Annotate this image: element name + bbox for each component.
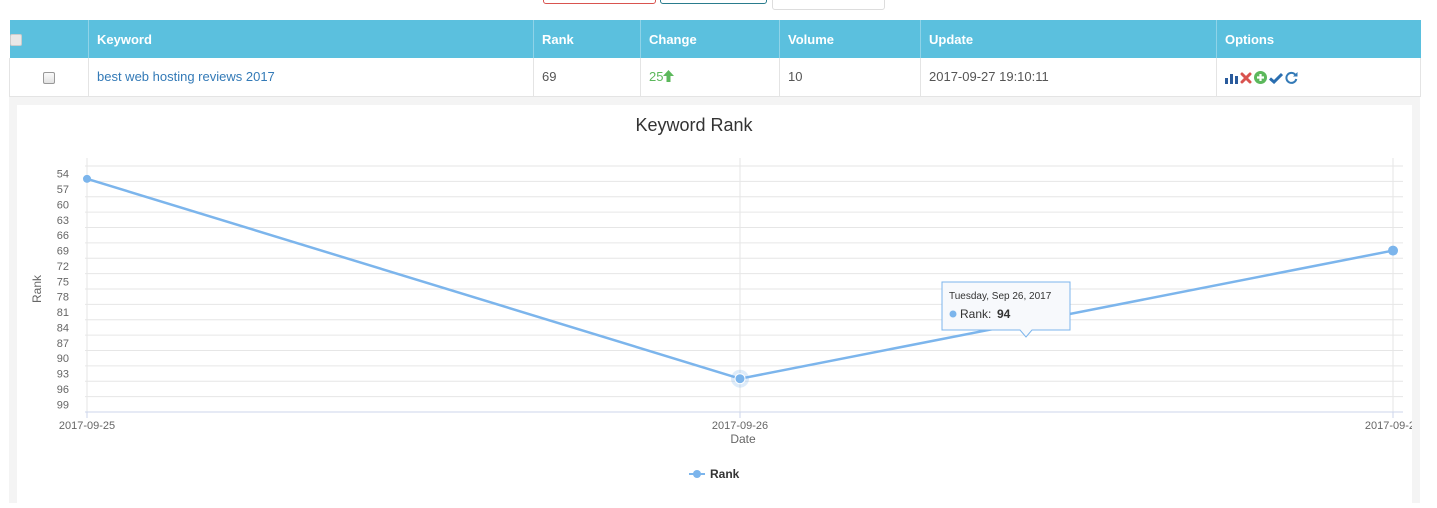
y-tick-label: 72	[57, 261, 69, 273]
chart-axes: 54 57 60 63 66 69 72 75 78 81 84 87 90 93 96 99 2017-09-…	[57, 169, 1421, 432]
change-value: 25	[649, 69, 664, 85]
chart-panel: Keyword Rank 54 57 60 63 66 69 72 75 78 81 84 87 90 9…	[9, 97, 1421, 503]
y-tick-label: 81	[57, 307, 69, 319]
legend-item-rank[interactable]: Rank	[710, 467, 740, 481]
chart-tooltip: Tuesday, Sep 26, 2017 Rank: 94	[941, 281, 1071, 338]
x-tick-label: 2017-09-25	[59, 420, 115, 432]
tooltip-series-marker	[949, 310, 957, 318]
header-update[interactable]: Update	[920, 20, 1217, 58]
y-tick-label: 96	[57, 384, 69, 396]
y-tick-label: 69	[57, 246, 69, 258]
top-action-button-3[interactable]	[772, 0, 885, 10]
y-tick-label: 87	[57, 338, 69, 350]
x-tick-label: 2017-09-27	[1365, 420, 1412, 432]
arrow-up-icon	[663, 70, 675, 83]
table-header-row: Keyword Rank Change Volume Update Option…	[9, 20, 1421, 58]
top-action-button-1[interactable]	[543, 0, 656, 4]
top-action-button-2[interactable]	[660, 0, 767, 4]
data-point	[1388, 245, 1398, 256]
chart-container: Keyword Rank 54 57 60 63 66 69 72 75 78 81 84 87 90 9…	[17, 105, 1421, 503]
rank-chart: Keyword Rank 54 57 60 63 66 69 72 75 78 81 84 87 90 9…	[30, 115, 1421, 481]
bar-chart-icon[interactable]	[1225, 72, 1238, 84]
y-axis-label: Rank	[30, 274, 44, 303]
x-axis-label: Date	[730, 432, 756, 446]
rank-cell: 69	[533, 58, 641, 97]
tooltip-value: 94	[997, 307, 1011, 321]
data-point	[83, 174, 91, 183]
y-tick-label: 57	[57, 184, 69, 196]
header-volume[interactable]: Volume	[779, 20, 921, 58]
select-all-checkbox[interactable]	[9, 34, 22, 47]
y-tick-label: 93	[57, 369, 69, 381]
keyword-cell: best web hosting reviews 2017	[88, 58, 534, 97]
header-options: Options	[1216, 20, 1421, 58]
header-change[interactable]: Change	[640, 20, 780, 58]
y-tick-label: 66	[57, 230, 69, 242]
y-tick-label: 99	[57, 399, 69, 411]
x-tick-label: 2017-09-26	[712, 420, 768, 432]
chart-title: Keyword Rank	[635, 115, 753, 135]
y-tick-label: 75	[57, 276, 69, 288]
keyword-table: Keyword Rank Change Volume Update Option…	[9, 20, 1421, 97]
change-cell: 25	[640, 58, 780, 97]
row-select-cell	[9, 58, 89, 97]
chart-legend[interactable]: Rank	[689, 467, 740, 481]
y-tick-label: 84	[57, 322, 69, 334]
tooltip-label: Rank:	[960, 307, 991, 321]
add-icon[interactable]	[1254, 71, 1267, 85]
options-cell	[1216, 58, 1421, 97]
y-tick-label: 78	[57, 292, 69, 304]
y-tick-label: 54	[57, 169, 69, 181]
y-tick-label: 63	[57, 215, 69, 227]
y-tick-label: 60	[57, 199, 69, 211]
tooltip-date: Tuesday, Sep 26, 2017	[949, 291, 1052, 302]
delete-icon[interactable]	[1240, 72, 1252, 84]
header-rank[interactable]: Rank	[533, 20, 641, 58]
table-row: best web hosting reviews 2017 69 25 10 2…	[9, 58, 1421, 97]
row-checkbox[interactable]	[43, 71, 55, 84]
series-rank	[83, 174, 1398, 388]
data-point	[734, 373, 746, 385]
select-all-cell	[9, 20, 89, 58]
update-cell: 2017-09-27 19:10:11	[920, 58, 1217, 97]
y-tick-label: 90	[57, 353, 69, 365]
header-keyword[interactable]: Keyword	[88, 20, 534, 58]
refresh-icon[interactable]	[1285, 71, 1298, 85]
keyword-link[interactable]: best web hosting reviews 2017	[97, 69, 275, 85]
chart-grid	[85, 158, 1403, 413]
volume-cell: 10	[779, 58, 921, 97]
check-icon[interactable]	[1269, 72, 1284, 84]
